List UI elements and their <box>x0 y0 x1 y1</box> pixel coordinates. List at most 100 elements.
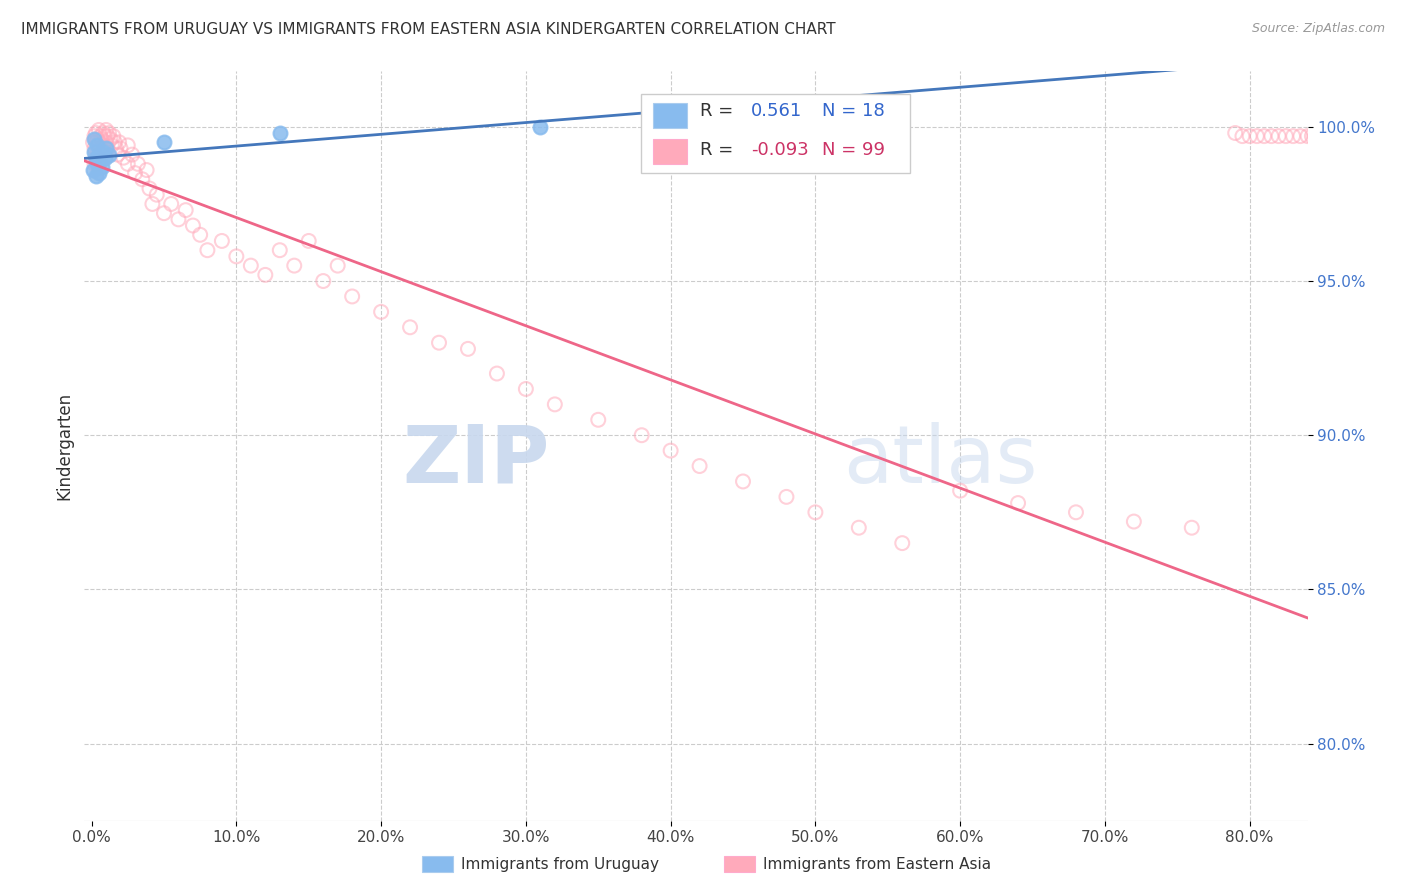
Point <box>457 342 479 356</box>
Point <box>86 132 108 146</box>
Point <box>103 129 125 144</box>
Point <box>1326 129 1348 144</box>
Point <box>775 490 797 504</box>
Text: R =: R = <box>700 141 733 159</box>
Point <box>87 147 110 161</box>
Point <box>135 163 157 178</box>
Point <box>87 123 110 137</box>
Point <box>94 123 117 137</box>
Point <box>1246 129 1268 144</box>
Point <box>83 132 105 146</box>
Point <box>225 249 247 263</box>
Point <box>84 136 107 150</box>
Point <box>1275 129 1298 144</box>
Point <box>138 181 160 195</box>
Point <box>153 206 176 220</box>
Point <box>84 126 107 140</box>
Point <box>96 141 118 155</box>
Point <box>96 129 118 144</box>
Point <box>110 141 132 155</box>
Point <box>105 141 128 155</box>
Point <box>93 129 115 144</box>
Point <box>89 141 111 155</box>
FancyBboxPatch shape <box>654 139 688 163</box>
Point <box>89 129 111 144</box>
FancyBboxPatch shape <box>654 103 688 128</box>
Point <box>83 157 105 171</box>
Point <box>89 153 111 168</box>
Point <box>283 259 305 273</box>
Text: atlas: atlas <box>842 422 1038 500</box>
Point <box>188 227 211 242</box>
Point <box>167 212 190 227</box>
Point <box>1181 521 1204 535</box>
Point <box>145 187 167 202</box>
Point <box>87 166 110 180</box>
Point <box>1317 129 1340 144</box>
Point <box>1239 129 1261 144</box>
Point <box>94 141 117 155</box>
Point <box>731 475 754 489</box>
Point <box>312 274 335 288</box>
Point <box>399 320 422 334</box>
Point <box>98 126 121 140</box>
Point <box>124 166 146 180</box>
Point <box>485 367 508 381</box>
Text: N = 99: N = 99 <box>823 141 884 159</box>
Point <box>1301 129 1323 144</box>
Point <box>197 243 219 257</box>
Text: 0.561: 0.561 <box>751 102 803 120</box>
Point <box>84 151 107 165</box>
Y-axis label: Kindergarten: Kindergarten <box>55 392 73 500</box>
Point <box>112 151 135 165</box>
Point <box>1267 129 1289 144</box>
Point <box>181 219 204 233</box>
Point <box>1260 129 1282 144</box>
Point <box>82 163 104 178</box>
Point <box>90 132 112 146</box>
Text: Immigrants from Uruguay: Immigrants from Uruguay <box>461 857 659 871</box>
Text: ZIP: ZIP <box>402 422 550 500</box>
Text: R =: R = <box>700 102 733 120</box>
Text: Source: ZipAtlas.com: Source: ZipAtlas.com <box>1251 22 1385 36</box>
Point <box>588 413 610 427</box>
Point <box>86 157 108 171</box>
Point <box>529 120 551 134</box>
Point <box>1310 129 1333 144</box>
Point <box>630 428 652 442</box>
Text: IMMIGRANTS FROM URUGUAY VS IMMIGRANTS FROM EASTERN ASIA KINDERGARTEN CORRELATION: IMMIGRANTS FROM URUGUAY VS IMMIGRANTS FR… <box>21 22 835 37</box>
Point <box>1282 129 1305 144</box>
Point <box>340 289 363 303</box>
Point <box>153 136 176 150</box>
Point <box>100 132 122 146</box>
Point <box>1007 496 1029 510</box>
Point <box>1308 129 1330 144</box>
Point <box>117 138 139 153</box>
Point <box>1225 126 1247 140</box>
Point <box>1289 129 1312 144</box>
Point <box>239 259 262 273</box>
FancyBboxPatch shape <box>641 94 910 172</box>
Point <box>269 243 291 257</box>
Point <box>91 126 114 140</box>
Point <box>689 458 711 473</box>
Point <box>87 136 110 150</box>
Point <box>93 145 115 159</box>
Point <box>269 126 291 140</box>
Point <box>659 443 682 458</box>
Point <box>174 203 197 218</box>
Point <box>94 136 117 150</box>
Point <box>87 153 110 168</box>
Point <box>107 147 129 161</box>
Point <box>90 147 112 161</box>
Point <box>1232 129 1254 144</box>
Point <box>544 397 567 411</box>
Point <box>160 197 183 211</box>
Point <box>1122 515 1144 529</box>
Point <box>515 382 537 396</box>
Point <box>84 151 107 165</box>
Point <box>98 147 121 161</box>
Point <box>93 151 115 165</box>
Point <box>108 136 131 150</box>
Point <box>326 259 349 273</box>
